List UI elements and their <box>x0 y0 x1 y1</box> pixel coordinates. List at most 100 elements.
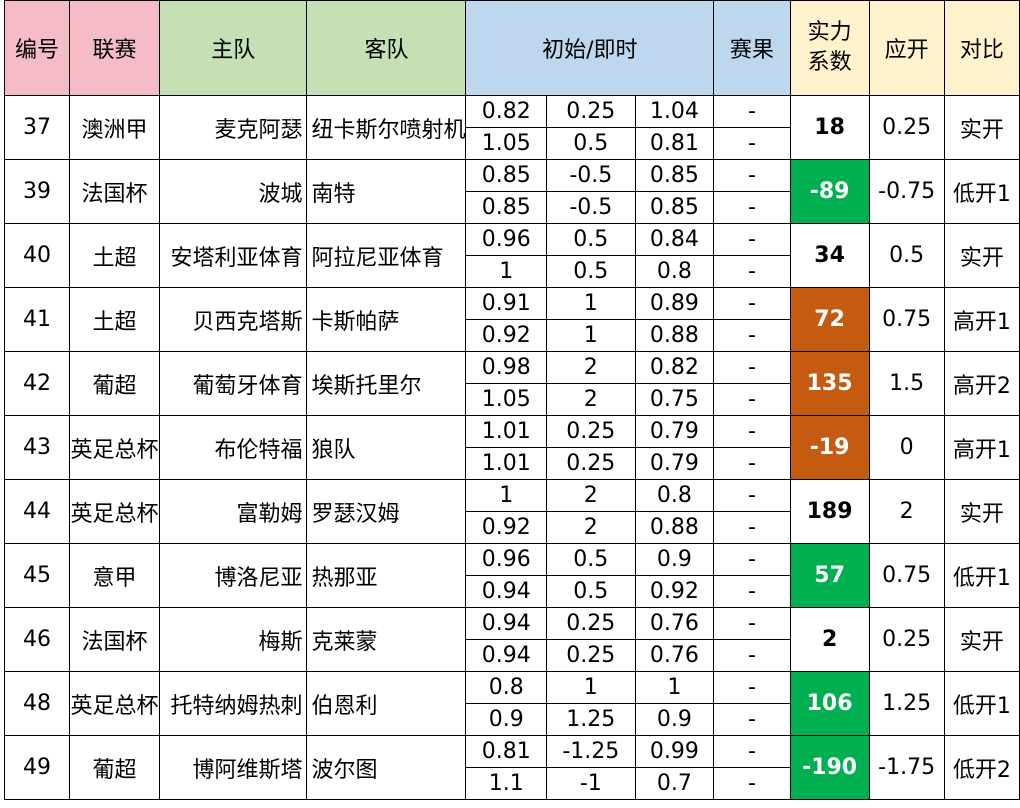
cell-compare[interactable]: 低开1 <box>943 543 1020 608</box>
cell-result-live[interactable]: - <box>713 255 791 288</box>
cell-odds-live[interactable]: 0.25 <box>546 447 636 480</box>
cell-result-initial[interactable]: - <box>713 351 791 384</box>
header-odds[interactable]: 初始/即时 <box>465 0 715 96</box>
cell-odds-initial[interactable]: 0.79 <box>634 415 715 448</box>
cell-result-live[interactable]: - <box>713 319 791 352</box>
cell-odds-initial[interactable]: 0.85 <box>465 159 548 192</box>
cell-odds-initial[interactable]: 1.01 <box>465 415 548 448</box>
cell-strength[interactable]: 18 <box>789 95 870 160</box>
cell-compare[interactable]: 低开1 <box>943 671 1020 736</box>
cell-odds-live[interactable]: 0.79 <box>634 447 715 480</box>
cell-odds-initial[interactable]: 0.8 <box>465 671 548 704</box>
cell-id[interactable]: 44 <box>3 479 71 544</box>
cell-odds-initial[interactable]: 0.76 <box>634 607 715 640</box>
cell-odds-initial[interactable]: 1 <box>546 287 636 320</box>
cell-odds-live[interactable]: 0.7 <box>634 767 715 800</box>
cell-odds-live[interactable]: 0.85 <box>465 191 548 224</box>
cell-odds-live[interactable]: 0.85 <box>634 191 715 224</box>
cell-compare[interactable]: 实开 <box>943 95 1020 160</box>
cell-strength[interactable]: -190 <box>789 735 870 800</box>
cell-id[interactable]: 40 <box>3 223 71 288</box>
cell-odds-initial[interactable]: 0.98 <box>465 351 548 384</box>
cell-result-initial[interactable]: - <box>713 479 791 512</box>
cell-odds-live[interactable]: 1.01 <box>465 447 548 480</box>
cell-result-initial[interactable]: - <box>713 287 791 320</box>
cell-odds-live[interactable]: 0.92 <box>465 319 548 352</box>
cell-result-live[interactable]: - <box>713 447 791 480</box>
cell-odds-initial[interactable]: 0.8 <box>634 479 715 512</box>
cell-odds-initial[interactable]: 0.5 <box>546 543 636 576</box>
cell-odds-live[interactable]: 0.9 <box>465 703 548 736</box>
cell-odds-initial[interactable]: 0.99 <box>634 735 715 768</box>
cell-league[interactable]: 澳洲甲 <box>69 95 160 160</box>
cell-odds-live[interactable]: 0.92 <box>634 575 715 608</box>
cell-result-live[interactable]: - <box>713 767 791 800</box>
cell-strength[interactable]: 2 <box>789 607 870 672</box>
cell-odds-initial[interactable]: 0.84 <box>634 223 715 256</box>
cell-odds-initial[interactable]: 0.96 <box>465 543 548 576</box>
header-league[interactable]: 联赛 <box>69 0 160 96</box>
cell-odds-live[interactable]: 0.88 <box>634 511 715 544</box>
cell-home[interactable]: 麦克阿瑟 <box>158 95 308 160</box>
cell-result-initial[interactable]: - <box>713 671 791 704</box>
cell-compare[interactable]: 高开2 <box>943 351 1020 416</box>
cell-home[interactable]: 富勒姆 <box>158 479 308 544</box>
cell-strength[interactable]: 34 <box>789 223 870 288</box>
cell-odds-live[interactable]: 1 <box>465 255 548 288</box>
cell-expected[interactable]: 1.5 <box>868 351 945 416</box>
cell-result-live[interactable]: - <box>713 191 791 224</box>
cell-odds-live[interactable]: 0.94 <box>465 575 548 608</box>
cell-compare[interactable]: 高开1 <box>943 287 1020 352</box>
cell-odds-initial[interactable]: 0.89 <box>634 287 715 320</box>
cell-odds-live[interactable]: 0.8 <box>634 255 715 288</box>
cell-odds-initial[interactable]: 1 <box>546 671 636 704</box>
cell-expected[interactable]: 0.75 <box>868 543 945 608</box>
cell-league[interactable]: 土超 <box>69 223 160 288</box>
cell-odds-live[interactable]: 1.05 <box>465 127 548 160</box>
header-strength[interactable]: 实力 系数 <box>789 0 870 96</box>
cell-home[interactable]: 博洛尼亚 <box>158 543 308 608</box>
cell-odds-live[interactable]: 0.9 <box>634 703 715 736</box>
cell-compare[interactable]: 实开 <box>943 479 1020 544</box>
header-id[interactable]: 编号 <box>3 0 71 96</box>
cell-id[interactable]: 45 <box>3 543 71 608</box>
cell-result-initial[interactable]: - <box>713 607 791 640</box>
cell-expected[interactable]: 0.75 <box>868 287 945 352</box>
cell-id[interactable]: 42 <box>3 351 71 416</box>
cell-home[interactable]: 梅斯 <box>158 607 308 672</box>
cell-home[interactable]: 波城 <box>158 159 308 224</box>
cell-odds-live[interactable]: 1.1 <box>465 767 548 800</box>
cell-odds-initial[interactable]: 0.96 <box>465 223 548 256</box>
cell-odds-live[interactable]: 0.88 <box>634 319 715 352</box>
cell-strength[interactable]: 57 <box>789 543 870 608</box>
cell-expected[interactable]: 0.5 <box>868 223 945 288</box>
cell-odds-initial[interactable]: 0.82 <box>634 351 715 384</box>
cell-id[interactable]: 39 <box>3 159 71 224</box>
cell-strength[interactable]: -19 <box>789 415 870 480</box>
cell-away[interactable]: 狼队 <box>306 415 467 480</box>
cell-strength[interactable]: 189 <box>789 479 870 544</box>
cell-away[interactable]: 克莱蒙 <box>306 607 467 672</box>
cell-strength[interactable]: -89 <box>789 159 870 224</box>
cell-away[interactable]: 阿拉尼亚体育 <box>306 223 467 288</box>
cell-away[interactable]: 纽卡斯尔喷射机 <box>306 95 467 160</box>
cell-result-live[interactable]: - <box>713 639 791 672</box>
cell-expected[interactable]: 0.25 <box>868 607 945 672</box>
cell-expected[interactable]: -1.75 <box>868 735 945 800</box>
cell-home[interactable]: 贝西克塔斯 <box>158 287 308 352</box>
cell-home[interactable]: 安塔利亚体育 <box>158 223 308 288</box>
header-away[interactable]: 客队 <box>306 0 467 96</box>
cell-odds-initial[interactable]: 0.25 <box>546 607 636 640</box>
cell-league[interactable]: 法国杯 <box>69 159 160 224</box>
cell-odds-live[interactable]: 1 <box>546 319 636 352</box>
cell-odds-live[interactable]: -0.5 <box>546 191 636 224</box>
cell-odds-initial[interactable]: 0.81 <box>465 735 548 768</box>
cell-odds-live[interactable]: 2 <box>546 511 636 544</box>
cell-away[interactable]: 罗瑟汉姆 <box>306 479 467 544</box>
cell-away[interactable]: 埃斯托里尔 <box>306 351 467 416</box>
cell-expected[interactable]: 2 <box>868 479 945 544</box>
cell-league[interactable]: 意甲 <box>69 543 160 608</box>
cell-id[interactable]: 46 <box>3 607 71 672</box>
cell-league[interactable]: 英足总杯 <box>69 671 160 736</box>
cell-home[interactable]: 博阿维斯塔 <box>158 735 308 800</box>
